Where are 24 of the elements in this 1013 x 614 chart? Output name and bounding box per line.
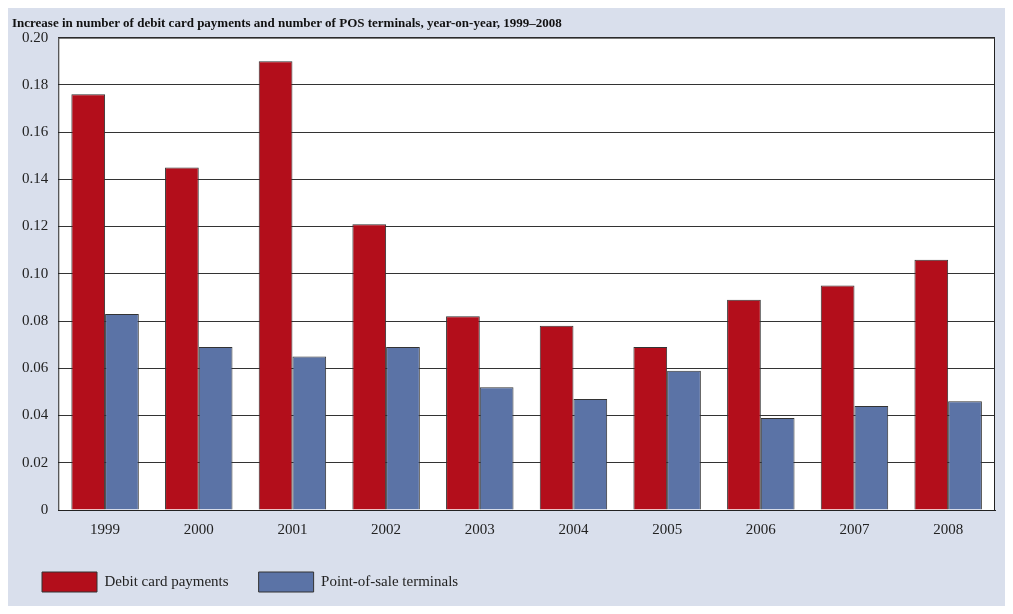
chart-title: Increase in number of debit card payments and number of POS terminals, year-on-year, 1999–2008 (12, 15, 563, 31)
y-tick-label: 0.20 (22, 28, 49, 45)
y-tick-label: 0.04 (22, 406, 49, 423)
x-tick-label: 2002 (371, 520, 402, 537)
x-tick-label: 2007 (839, 520, 870, 537)
y-tick-label: 0.16 (22, 123, 49, 140)
y-tick-label: 0.02 (22, 453, 49, 470)
x-tick-label: 2001 (277, 520, 308, 537)
x-tick-label: 2003 (464, 520, 495, 537)
y-tick-label: 0.14 (22, 170, 49, 187)
legend-label: Debit card payments (104, 572, 229, 589)
y-tick-label: 0.18 (22, 75, 49, 92)
x-tick-label: 2006 (745, 520, 777, 537)
x-tick-label: 2008 (933, 520, 964, 537)
text: 0 (40, 500, 49, 517)
x-tick-label: 2005 (652, 520, 683, 537)
x-tick-label: 1999 (90, 520, 121, 537)
y-tick-label: 0.12 (22, 217, 49, 234)
y-tick-label: 0.08 (22, 311, 49, 328)
x-tick-label: 2004 (558, 520, 589, 537)
legend-label: Point-of-sale terminals (321, 572, 459, 589)
y-tick-label: 0.10 (22, 264, 49, 281)
x-tick-label: 2000 (183, 520, 214, 537)
y-tick-label: 0.06 (22, 359, 49, 376)
